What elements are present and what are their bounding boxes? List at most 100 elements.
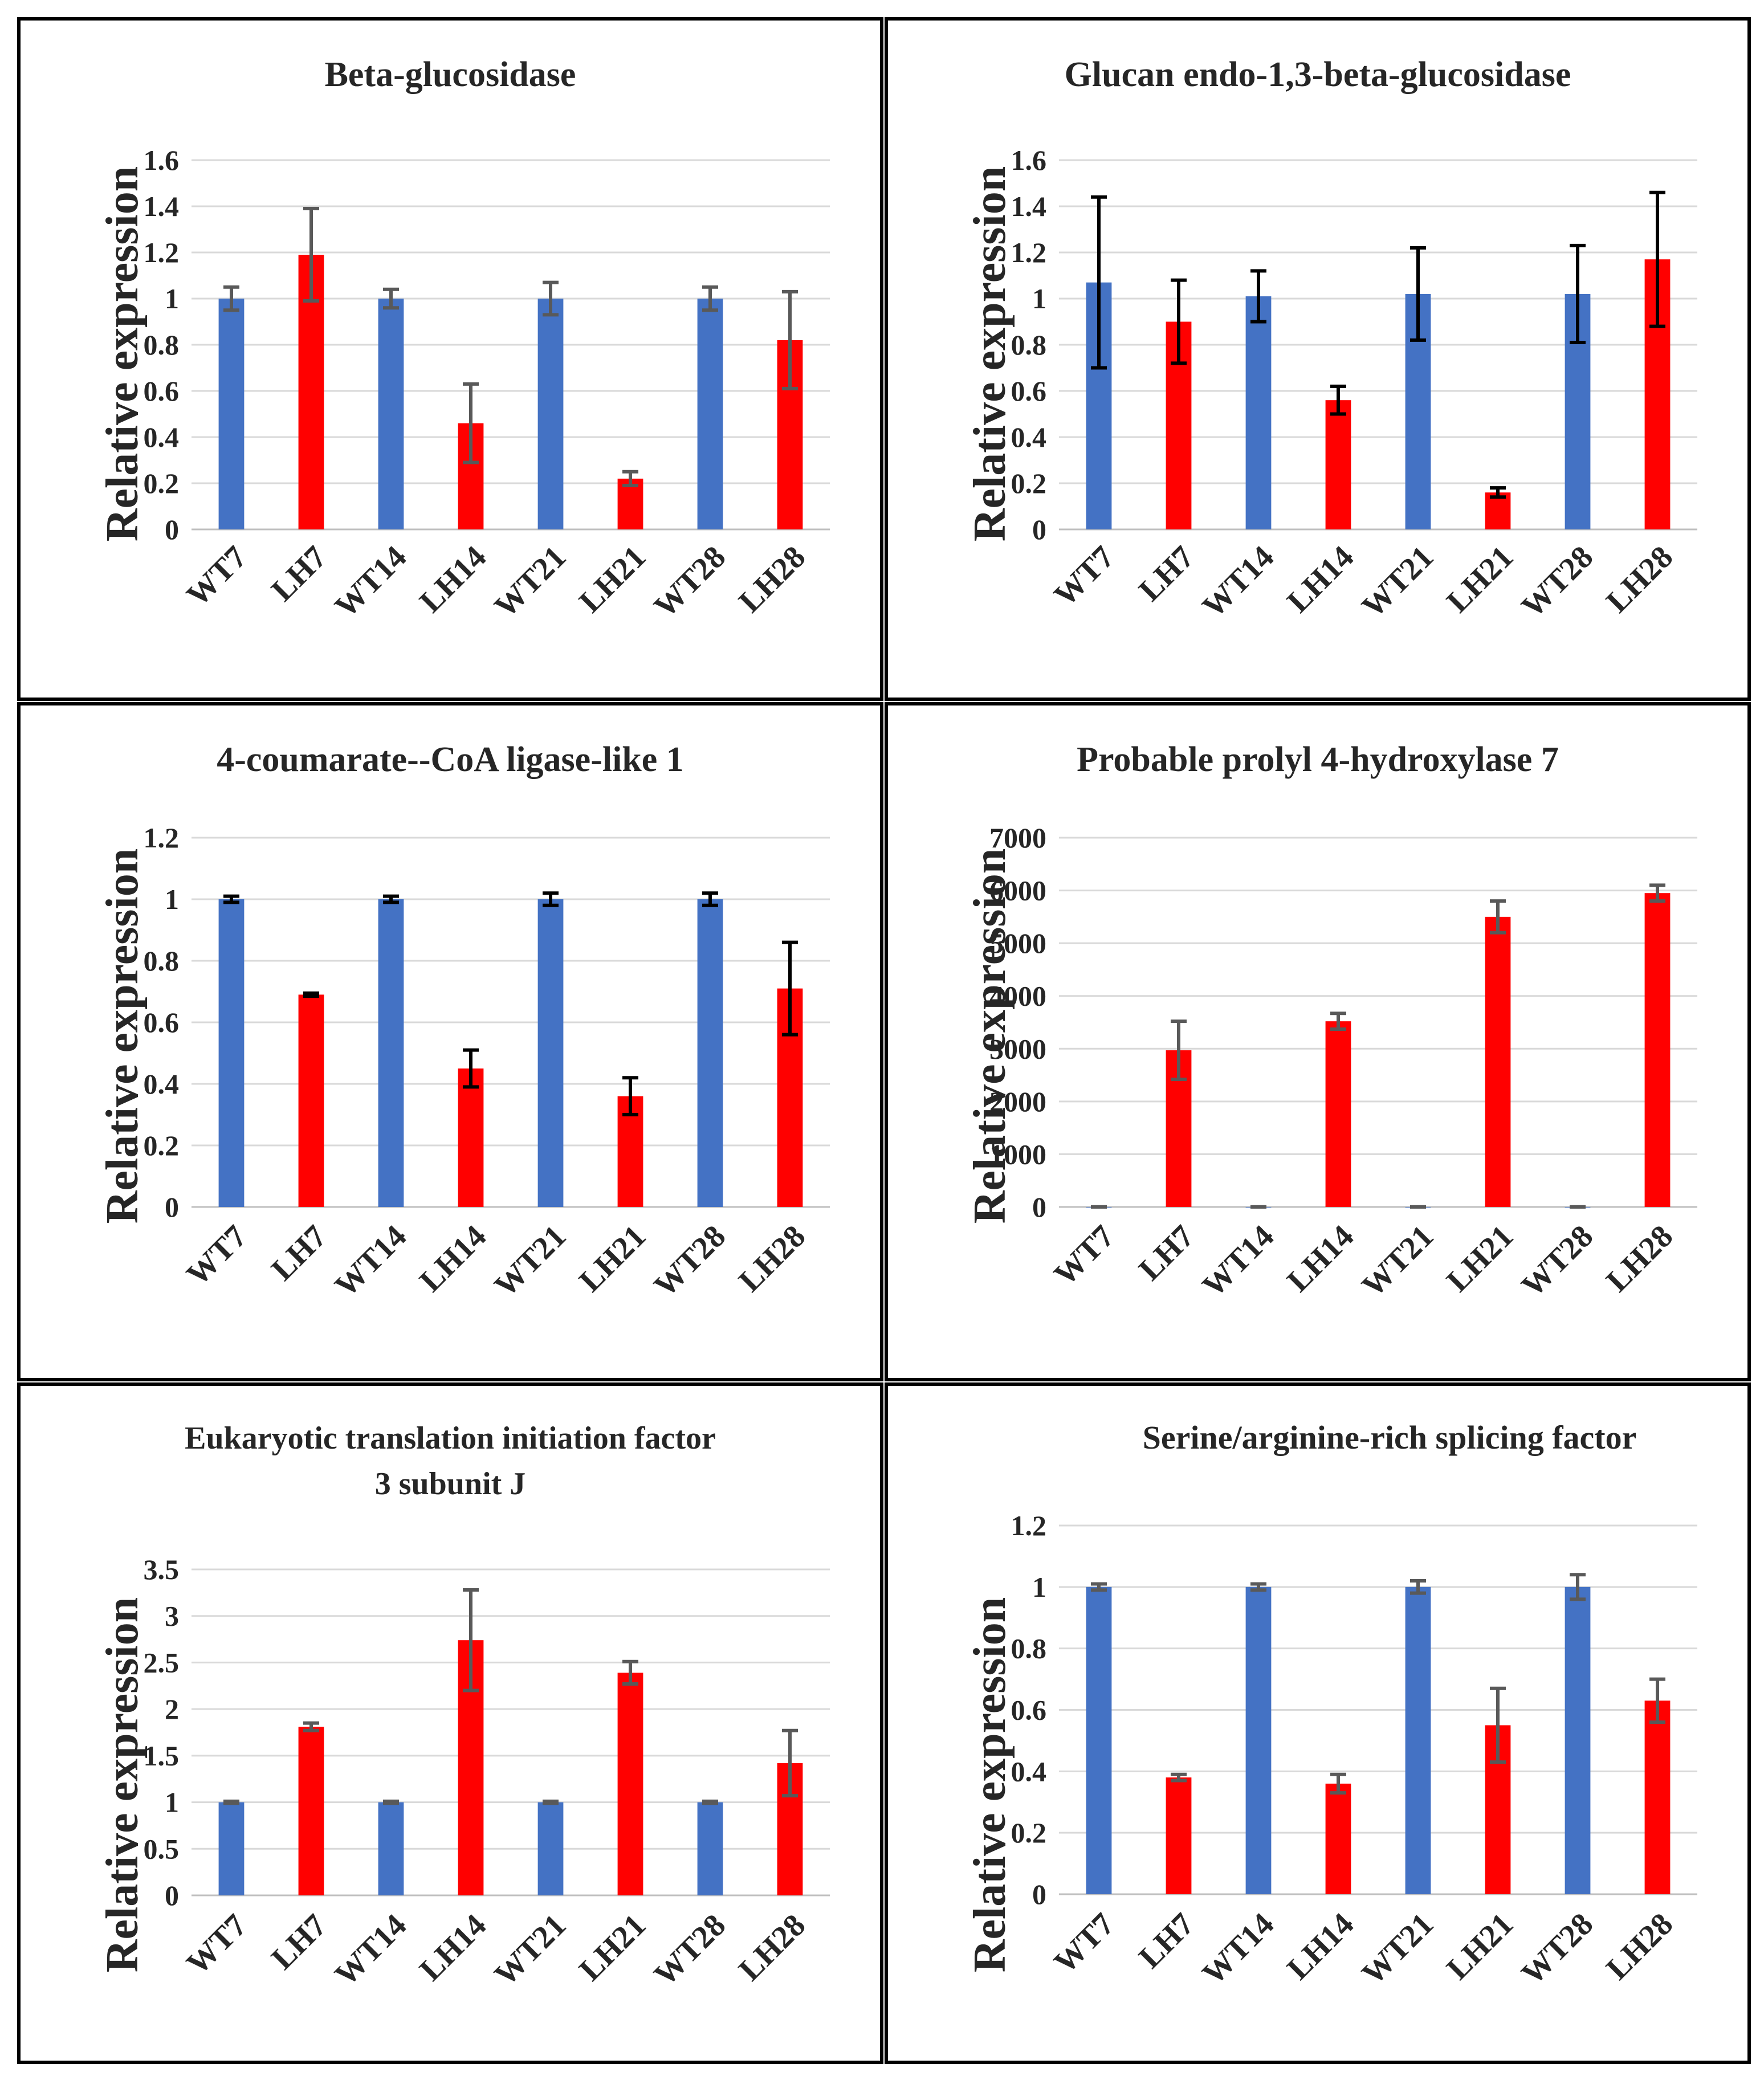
x-tick-label-wt7: WT7 <box>1048 1906 1122 1980</box>
chart-title: 4-coumarate--CoA ligase-like 1 <box>217 740 684 779</box>
chart-title: Glucan endo-1,3-beta-glucosidase <box>1065 55 1571 94</box>
y-tick-label: 0 <box>165 513 179 545</box>
error-bar-lh21 <box>622 1076 638 1116</box>
y-tick-label: 0.4 <box>144 421 180 453</box>
y-tick-label: 1 <box>1032 283 1046 315</box>
bars <box>218 899 803 1207</box>
y-tick-label: 1 <box>1032 1571 1046 1603</box>
error-bar-wt14 <box>383 894 399 904</box>
bar-lh14 <box>1325 400 1351 529</box>
y-tick-label: 0.2 <box>1011 1817 1047 1849</box>
x-tick-label-wt14: WT14 <box>1196 539 1281 624</box>
x-tick-label-wt28: WT28 <box>1515 1906 1600 1991</box>
y-tick-label: 1.5 <box>144 1740 180 1772</box>
x-tick-label-lh7: LH7 <box>264 1218 333 1287</box>
bar-wt21 <box>537 1802 564 1895</box>
gridlines <box>192 159 830 531</box>
x-tick-label-lh7: LH7 <box>1132 1218 1201 1287</box>
bar-lh7 <box>298 1727 324 1895</box>
y-tick-label: 1.2 <box>144 822 180 854</box>
chart-svg-2: Glucan endo-1,3-beta-glucosidase Relativ… <box>965 55 1697 625</box>
x-tick-label-wt28: WT28 <box>647 1907 732 1992</box>
x-tick-label-lh21: LH21 <box>573 1907 653 1988</box>
y-axis-label: Relative expression <box>965 1597 1015 1972</box>
x-tick-label-wt21: WT21 <box>1355 1218 1440 1303</box>
x-tick-label-lh7: LH7 <box>1132 1906 1201 1975</box>
bar-wt21 <box>537 299 564 529</box>
y-tick-label: 1.2 <box>1011 1510 1047 1541</box>
y-tick-label: 0.6 <box>144 375 180 407</box>
x-tick-label-wt28: WT28 <box>647 1218 732 1303</box>
y-tick-label: 1000 <box>989 1138 1046 1170</box>
bar-wt14 <box>378 299 404 529</box>
gridlines <box>192 1568 830 1897</box>
error-bar-lh28 <box>1649 883 1665 903</box>
y-tick-label: 1.6 <box>144 144 180 176</box>
chart-svg-6: Serine/arginine-rich splicing factor Rel… <box>965 1419 1697 1992</box>
x-tick-label-lh7: LH7 <box>264 539 333 608</box>
x-tick-label-lh28: LH28 <box>732 1218 813 1299</box>
y-tick-label: 0.5 <box>144 1833 180 1865</box>
x-tick-label-lh14: LH14 <box>1281 539 1361 619</box>
error-bar-wt21 <box>543 1799 559 1805</box>
error-bar-lh21 <box>622 1659 638 1686</box>
y-tick-label: 7000 <box>989 822 1046 854</box>
error-bar-wt21 <box>1410 1579 1426 1595</box>
y-tick-label: 0.4 <box>1011 421 1047 453</box>
y-axis-label: Relative expression <box>97 166 148 541</box>
x-tick-label-wt7: WT7 <box>1048 539 1122 613</box>
x-tick-label-lh21: LH21 <box>573 1218 653 1299</box>
chart-panel-beta-glucosidase: Beta-glucosidase Relative expression 0 0.… <box>17 17 883 701</box>
x-tick-label-wt21: WT21 <box>488 539 573 624</box>
y-tick-label: 0 <box>1032 513 1046 545</box>
gridlines <box>1059 837 1697 1208</box>
gridlines <box>1059 159 1697 531</box>
y-tick-label: 1.4 <box>144 190 180 222</box>
error-bar-wt7 <box>1091 1582 1107 1592</box>
error-bar-wt14 <box>383 1799 399 1805</box>
error-bar-wt28 <box>1570 243 1586 344</box>
error-bar-lh14 <box>463 382 479 464</box>
bar-wt28 <box>697 899 723 1207</box>
bars <box>218 255 803 529</box>
error-bar-wt21 <box>543 891 559 907</box>
error-bar-wt14 <box>1250 1582 1266 1592</box>
y-tick-label: 6000 <box>989 875 1046 907</box>
x-tick-label-wt14: WT14 <box>1196 1906 1281 1991</box>
bar-lh14 <box>1325 1783 1351 1894</box>
chart-title-line-1: Eukaryotic translation initiation factor <box>185 1421 716 1456</box>
error-bar-wt28 <box>702 891 718 907</box>
x-tick-label-wt14: WT14 <box>328 1218 413 1303</box>
y-tick-label: 0.8 <box>144 945 180 977</box>
error-bar-lh7 <box>1171 1772 1187 1783</box>
error-bar-wt21 <box>1410 246 1426 342</box>
error-bar-wt28 <box>1570 1573 1586 1601</box>
x-tick-label-wt7: WT7 <box>180 1907 254 1981</box>
chart-panel-4-coumarate-coa-ligase: 4-coumarate--CoA ligase-like 1 Relative … <box>17 702 883 1381</box>
error-bar-lh7 <box>1171 278 1187 365</box>
y-tick-label: 3 <box>165 1600 179 1632</box>
y-tick-label: 3.5 <box>144 1553 180 1585</box>
y-tick-label: 2.5 <box>144 1646 180 1678</box>
x-tick-label-wt14: WT14 <box>328 1907 413 1992</box>
bar-wt7 <box>218 299 245 529</box>
x-tick-label-wt14: WT14 <box>1196 1218 1281 1303</box>
x-tick-label-lh21: LH21 <box>573 539 653 619</box>
error-bars <box>1091 190 1665 499</box>
error-bar-wt7 <box>223 285 239 312</box>
bar-lh28 <box>1644 893 1671 1207</box>
error-bar-wt7 <box>1091 195 1107 370</box>
y-tick-labels: 0 0.2 0.4 0.6 0.8 1 1.2 1.4 1.6 <box>1011 144 1047 545</box>
chart-svg-5: Eukaryotic translation initiation factor… <box>97 1421 830 1993</box>
bar-lh14 <box>458 1068 484 1207</box>
chart-svg-4: Probable prolyl 4-hydroxylase 7 Relative… <box>965 740 1697 1304</box>
chart-panel-prolyl-4-hydroxylase: Probable prolyl 4-hydroxylase 7 Relative… <box>885 702 1751 1381</box>
x-tick-label-wt7: WT7 <box>180 539 254 613</box>
y-axis-label: Relative expression <box>97 849 148 1223</box>
error-bar-lh14 <box>1330 384 1346 416</box>
bar-wt28 <box>697 1802 723 1895</box>
y-axis-label: Relative expression <box>965 166 1015 541</box>
y-tick-label: 2 <box>165 1693 179 1725</box>
